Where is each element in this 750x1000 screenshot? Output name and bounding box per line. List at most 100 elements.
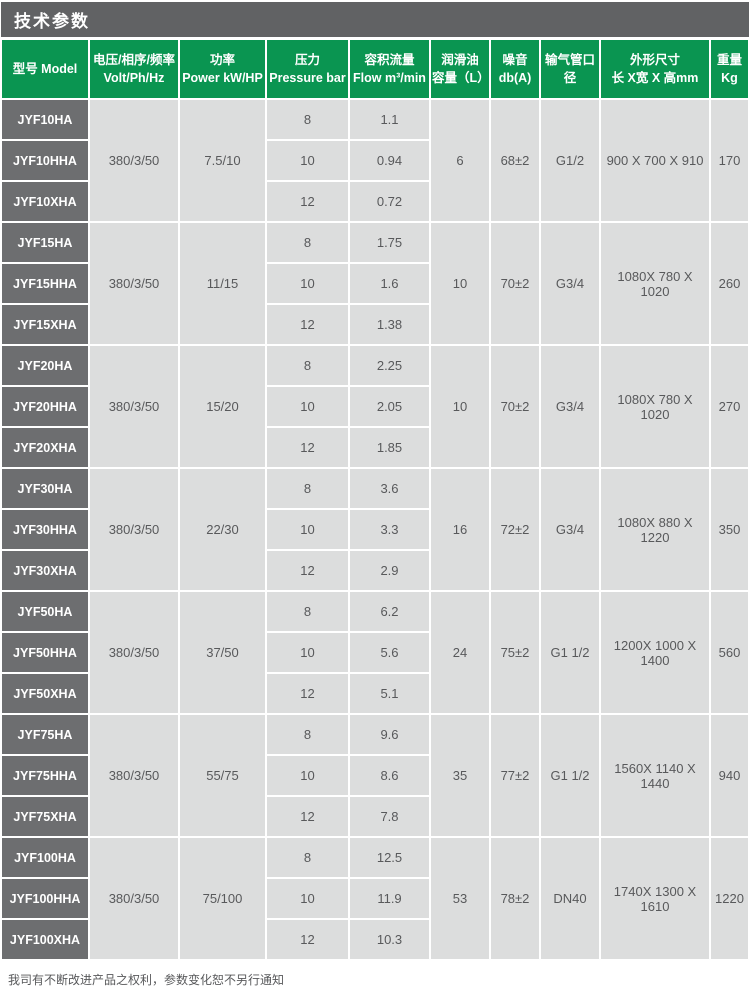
pressure-cell: 8 [267,469,348,508]
col-header-oil: 润滑油容量（L） [431,40,489,98]
flow-cell: 7.8 [350,797,429,836]
pressure-cell: 10 [267,510,348,549]
model-cell: JYF50XHA [2,674,88,713]
voltage-cell: 380/3/50 [90,592,178,713]
table-row: JYF10HHA 10 0.94 [2,141,748,180]
col-header-model: 型号 Model [2,40,88,98]
flow-cell: 8.6 [350,756,429,795]
model-cell: JYF15XHA [2,305,88,344]
pipe-cell: G1/2 [541,100,599,221]
table-row: JYF10HA 380/3/50 7.5/10 8 1.1 6 68±2 G1/… [2,100,748,221]
header-line-2: Power kW/HP [182,71,263,85]
dimensions-cell: 1560X 1140 X 1440 [601,715,709,836]
header-line-2: Flow m³/min [353,71,426,85]
pressure-cell: 12 [267,182,348,221]
pressure-cell: 10 [267,141,348,180]
table-row: JYF15HA 380/3/50 11/15 8 1.75 10 70±2 G3… [2,223,748,344]
pressure-cell: 12 [267,797,348,836]
table-row: JYF20HA 380/3/50 15/20 8 2.25 10 70±2 G3… [2,346,748,467]
header-line-1: 重量 [716,52,742,67]
flow-cell: 1.1 [350,100,429,139]
oil-cell: 53 [431,838,489,959]
flow-cell: 2.25 [350,346,429,385]
model-cell: JYF30XHA [2,551,88,590]
pressure-cell: 8 [267,838,348,877]
header-line-2: 长 X宽 X 高mm [611,71,699,85]
header-line-1: 功率 [209,52,235,67]
model-cell: JYF50HHA [2,633,88,672]
flow-cell: 11.9 [350,879,429,918]
col-header-weight: 重量 Kg [711,40,748,98]
flow-cell: 6.2 [350,592,429,631]
voltage-cell: 380/3/50 [90,469,178,590]
table-row: JYF10XHA 12 0.72 [2,182,748,221]
header-line-1: 压力 [294,52,320,67]
voltage-cell: 380/3/50 [90,715,178,836]
voltage-cell: 380/3/50 [90,100,178,221]
weight-cell: 560 [711,592,748,713]
table-row: JYF100HHA 10 11.9 [2,879,748,918]
pressure-cell: 10 [267,633,348,672]
pressure-cell: 12 [267,551,348,590]
model-cell: JYF30HA [2,469,88,508]
noise-cell: 75±2 [491,592,539,713]
pressure-cell: 12 [267,305,348,344]
model-cell: JYF30HHA [2,510,88,549]
model-cell: JYF15HHA [2,264,88,303]
flow-cell: 1.85 [350,428,429,467]
header-row: 型号 Model 电压/相序/频率 Volt/Ph/Hz 功率 Power kW/H… [2,40,748,98]
noise-cell: 70±2 [491,346,539,467]
dimensions-cell: 1080X 780 X 1020 [601,223,709,344]
spec-table: 型号 Model 电压/相序/频率 Volt/Ph/Hz 功率 Power kW/H… [0,38,750,961]
flow-cell: 0.72 [350,182,429,221]
table-row: JYF75XHA 12 7.8 [2,797,748,836]
flow-cell: 2.9 [350,551,429,590]
power-cell: 15/20 [180,346,265,467]
col-header-pressure: 压力 Pressure bar [267,40,348,98]
table-row: JYF50HHA 10 5.6 [2,633,748,672]
table-row: JYF75HHA 10 8.6 [2,756,748,795]
model-cell: JYF75HA [2,715,88,754]
model-cell: JYF20HA [2,346,88,385]
header-line-1: 容积流量 [364,52,415,67]
dimensions-cell: 900 X 700 X 910 [601,100,709,221]
header-line-1: 电压/相序/频率 [93,52,175,67]
voltage-cell: 380/3/50 [90,346,178,467]
table-row: JYF30HA 380/3/50 22/30 8 3.6 16 72±2 G3/… [2,469,748,590]
table-row: JYF100HA 380/3/50 75/100 8 12.5 53 78±2 … [2,838,748,959]
header-line-2: Pressure bar [269,71,346,85]
power-cell: 7.5/10 [180,100,265,221]
pipe-cell: G3/4 [541,346,599,467]
pipe-cell: G3/4 [541,469,599,590]
noise-cell: 72±2 [491,469,539,590]
header-line-1: 噪音 [502,52,528,67]
noise-cell: 68±2 [491,100,539,221]
pressure-cell: 10 [267,264,348,303]
pressure-cell: 10 [267,387,348,426]
dimensions-cell: 1200X 1000 X 1400 [601,592,709,713]
oil-cell: 10 [431,346,489,467]
model-cell: JYF100HA [2,838,88,877]
pipe-cell: G3/4 [541,223,599,344]
oil-cell: 10 [431,223,489,344]
col-header-voltage: 电压/相序/频率 Volt/Ph/Hz [90,40,178,98]
oil-cell: 35 [431,715,489,836]
flow-cell: 9.6 [350,715,429,754]
noise-cell: 70±2 [491,223,539,344]
model-cell: JYF100HHA [2,879,88,918]
table-row: JYF75HA 380/3/50 55/75 8 9.6 35 77±2 G1 … [2,715,748,836]
header-line-1: 润滑油 [441,52,479,67]
header-line-2: 容量（L） [432,71,489,85]
table-row: JYF30HHA 10 3.3 [2,510,748,549]
model-cell: JYF10HHA [2,141,88,180]
table-row: JYF20HHA 10 2.05 [2,387,748,426]
pipe-cell: G1 1/2 [541,592,599,713]
section-title-bar: 技术参数 [1,2,749,37]
model-cell: JYF100XHA [2,920,88,959]
page-title: 技术参数 [14,12,90,31]
pipe-cell: DN40 [541,838,599,959]
table-row: JYF50HA 380/3/50 37/50 8 6.2 24 75±2 G1 … [2,592,748,713]
col-header-dimensions: 外形尺寸长 X宽 X 高mm [601,40,709,98]
model-cell: JYF50HA [2,592,88,631]
table-row: JYF15HHA 10 1.6 [2,264,748,303]
